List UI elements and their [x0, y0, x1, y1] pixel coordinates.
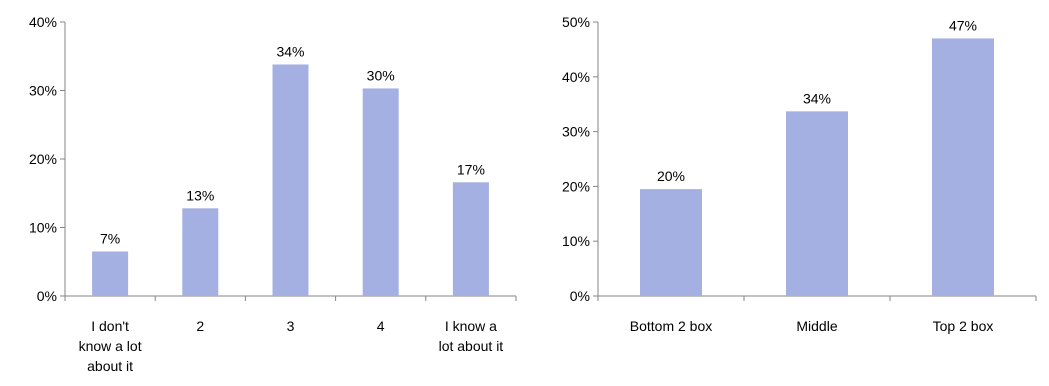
- y-tick-label: 0%: [37, 288, 57, 304]
- x-category-label-line: I don't: [91, 318, 129, 334]
- x-category-label: 3: [287, 318, 295, 334]
- x-category-label-line: Top 2 box: [933, 318, 994, 334]
- bar: [640, 189, 702, 296]
- y-tick-label: 40%: [562, 69, 590, 85]
- x-category-label-line: lot about it: [439, 338, 504, 354]
- bar-data-label: 30%: [367, 67, 395, 83]
- x-category-label: I know a lot about it: [439, 318, 504, 354]
- y-tick-label: 0%: [570, 288, 590, 304]
- y-tick-label: 10%: [29, 220, 57, 236]
- x-category-label-line: I know a: [445, 318, 497, 334]
- x-category-label-line: 3: [287, 318, 295, 334]
- bar-data-label: 20%: [657, 168, 685, 184]
- bar-data-label: 17%: [457, 161, 485, 177]
- y-tick-label: 40%: [29, 14, 57, 30]
- chart-knowledge-distribution: 0% 10% 20% 30% 40% 7% I don't know a lot about i…: [29, 14, 517, 374]
- bar-data-label: 47%: [949, 17, 977, 33]
- y-tick-label: 10%: [562, 233, 590, 249]
- chart-box-summary: 0% 10% 20% 30% 40% 50% 20% Bottom 2 box 34% Middl…: [562, 14, 1037, 334]
- y-tick-label: 20%: [562, 178, 590, 194]
- bar: [182, 208, 219, 296]
- x-category-label-line: about it: [87, 358, 133, 374]
- x-category-label: Top 2 box: [933, 318, 994, 334]
- y-tick-label: 30%: [29, 83, 57, 99]
- bar: [786, 111, 848, 296]
- bar-data-label: 7%: [100, 230, 120, 246]
- y-tick-label: 20%: [29, 151, 57, 167]
- x-category-label-line: know a lot: [79, 338, 142, 354]
- bar: [932, 38, 994, 296]
- bar: [362, 88, 399, 296]
- bar: [452, 182, 489, 296]
- x-category-label: Bottom 2 box: [630, 318, 713, 334]
- x-category-label: 2: [196, 318, 204, 334]
- x-category-label: Middle: [796, 318, 837, 334]
- x-category-label-line: Bottom 2 box: [630, 318, 713, 334]
- y-tick-label: 50%: [562, 14, 590, 30]
- bar: [272, 64, 309, 296]
- bar-data-label: 34%: [276, 43, 304, 59]
- bar-data-label: 13%: [186, 187, 214, 203]
- x-category-label-line: Middle: [796, 318, 837, 334]
- bar-data-label: 34%: [803, 90, 831, 106]
- x-category-label-line: 2: [196, 318, 204, 334]
- bar: [92, 251, 129, 296]
- y-tick-label: 30%: [562, 124, 590, 140]
- x-category-label: 4: [377, 318, 385, 334]
- x-category-label-line: 4: [377, 318, 385, 334]
- x-category-label: I don't know a lot about it: [79, 318, 142, 374]
